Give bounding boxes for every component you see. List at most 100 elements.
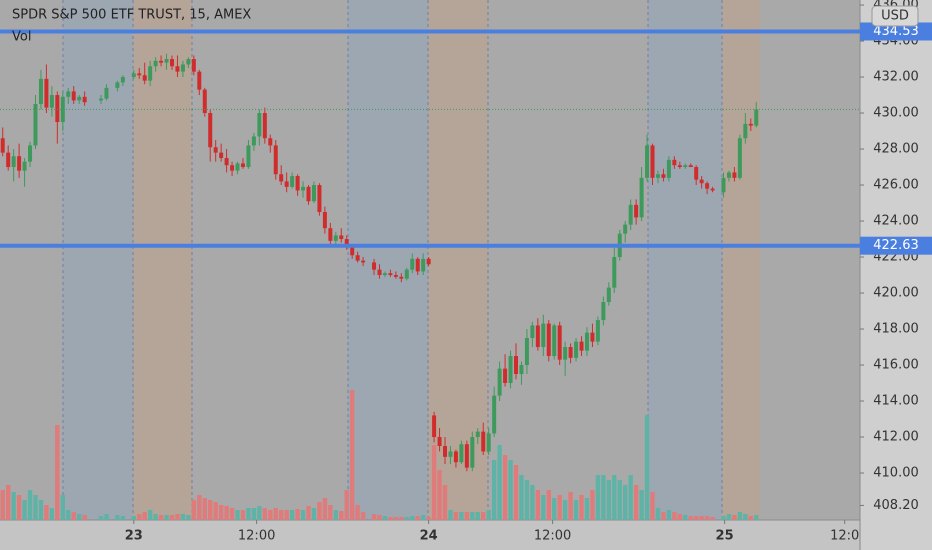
volume-bar [595, 475, 601, 520]
candle-body [732, 172, 737, 178]
volume-bar [748, 516, 753, 520]
volume-bar [486, 510, 491, 520]
volume-bar [257, 506, 262, 520]
volume-bar [208, 500, 213, 520]
volume-bar [175, 514, 180, 520]
volume-bar [513, 465, 519, 520]
volume-bar [710, 517, 715, 520]
volume-bar [617, 480, 622, 520]
candle-body [634, 204, 639, 218]
candle-body [137, 73, 142, 76]
session-bands [63, 0, 760, 520]
candle-body [694, 167, 699, 180]
volume-bar [284, 510, 289, 520]
candle-body [432, 415, 437, 438]
volume-bar [508, 460, 513, 520]
volume-bar [502, 455, 508, 520]
volume-bar [355, 505, 360, 520]
candle-body [601, 302, 606, 321]
level-label-box [860, 22, 932, 41]
candle-body [503, 368, 508, 384]
candle-body [142, 75, 147, 81]
chart-title: SPDR S&P 500 ETF TRUST, 15, AMEX [12, 8, 251, 23]
volume-bar [191, 500, 197, 520]
candle-body [628, 204, 633, 225]
candle-body [213, 147, 218, 153]
candle-body [672, 159, 677, 166]
volume-bar [464, 512, 470, 520]
volume-bar [644, 415, 650, 520]
candle-body [257, 113, 262, 137]
volume-bar [33, 495, 38, 520]
volume-bar [279, 510, 284, 520]
candle-body [77, 96, 82, 101]
volume-bar [562, 500, 568, 520]
candle-body [148, 66, 153, 81]
candle-body [224, 158, 229, 166]
volume-layer [0, 390, 759, 520]
volume-bar [16, 495, 22, 520]
candle-body [606, 287, 611, 303]
volume-bar [552, 498, 557, 520]
y-tick-label: 408.20 [873, 498, 919, 513]
candle-body [306, 186, 311, 202]
candle-body [535, 325, 540, 348]
volume-bar [481, 512, 486, 520]
candle-body [699, 179, 704, 184]
volume-bar [131, 516, 136, 520]
level-label: 422.63 [873, 238, 919, 253]
afterhours-band [722, 0, 760, 520]
candle-body [55, 95, 60, 123]
candle-body [464, 444, 469, 468]
volume-bar [339, 511, 344, 520]
volume-bar [573, 500, 579, 520]
level-label-box [860, 236, 932, 255]
candle-body [301, 186, 306, 191]
volume-bar [377, 515, 382, 520]
volume-bar [273, 508, 278, 520]
candle-body [459, 444, 464, 463]
volume-bar [628, 475, 633, 520]
candle-body [251, 136, 256, 146]
volume-bar [672, 512, 677, 520]
candle-body [197, 71, 202, 90]
volume-bar [497, 445, 502, 520]
candle-body [0, 138, 5, 153]
volume-bar [726, 514, 732, 520]
volume-bar [349, 390, 355, 520]
volume-bar [5, 485, 11, 520]
volume-bar [661, 512, 666, 520]
candle-body [208, 113, 213, 148]
candle-body [159, 60, 164, 63]
volume-bar [311, 508, 317, 520]
volume-bar [333, 510, 339, 520]
premarket-band [648, 0, 722, 520]
volume-bar [76, 514, 82, 520]
volume-bar [426, 517, 431, 520]
candle-body [322, 212, 327, 229]
volume-bar [317, 502, 322, 520]
currency-label[interactable]: USD [881, 9, 909, 24]
candle-body [262, 113, 267, 139]
candle-body [530, 325, 535, 339]
volume-bar [688, 516, 693, 520]
candle-body [710, 188, 715, 191]
currency-button-box[interactable] [871, 5, 919, 27]
volume-bar [639, 490, 644, 520]
currency-button[interactable]: USD [871, 5, 919, 27]
candle-body [49, 95, 54, 108]
candle-body [612, 257, 617, 288]
volume-bar [404, 517, 409, 520]
candle-body [38, 78, 43, 105]
volume-bar [491, 460, 497, 520]
volume-bar [251, 508, 257, 520]
candle-body [683, 165, 688, 168]
candle-body [584, 332, 589, 351]
volume-bar [202, 498, 207, 520]
volume-bar [666, 510, 672, 520]
volume-bar [415, 516, 420, 520]
candle-body [448, 451, 453, 457]
volume-bar [743, 514, 748, 520]
volume-bar [584, 498, 590, 520]
